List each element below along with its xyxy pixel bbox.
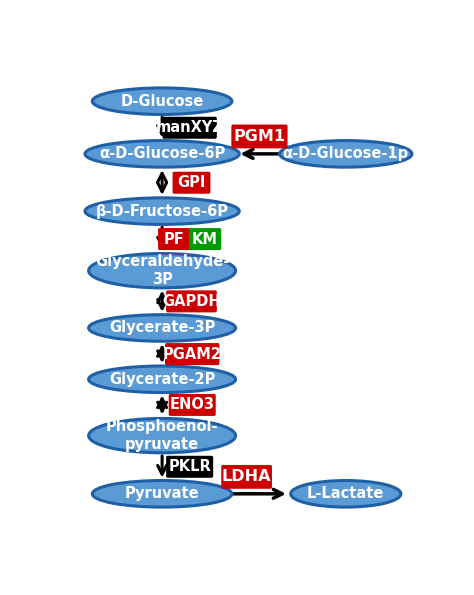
FancyBboxPatch shape [166,290,217,312]
Text: Glycerate-3P: Glycerate-3P [109,321,215,336]
Ellipse shape [92,481,232,507]
Text: α-D-Glucose-1p: α-D-Glucose-1p [283,146,409,161]
FancyBboxPatch shape [169,394,216,416]
Ellipse shape [89,253,236,288]
Text: LDHA: LDHA [222,469,271,484]
Ellipse shape [89,418,236,453]
Text: Glyceraldehyde-
3P: Glyceraldehyde- 3P [95,255,229,287]
Text: Phosphoenol-
pyruvate: Phosphoenol- pyruvate [106,419,219,452]
Text: β-D-Fructose-6P: β-D-Fructose-6P [96,203,228,218]
FancyBboxPatch shape [158,228,191,250]
FancyBboxPatch shape [163,117,217,139]
Ellipse shape [291,481,401,507]
Text: PF: PF [164,231,184,246]
Text: Glycerate-2P: Glycerate-2P [109,372,215,387]
FancyBboxPatch shape [173,172,210,194]
Text: manXYZ: manXYZ [156,120,224,135]
Text: GPI: GPI [177,176,206,190]
Ellipse shape [85,140,239,167]
Text: KM: KM [192,231,218,246]
FancyBboxPatch shape [189,228,221,250]
Text: PGAM2: PGAM2 [163,346,222,362]
Text: D-Glucose: D-Glucose [120,93,204,109]
Ellipse shape [92,88,232,114]
FancyBboxPatch shape [165,343,219,365]
Text: PGM1: PGM1 [234,129,285,144]
Ellipse shape [85,198,239,224]
FancyBboxPatch shape [221,465,272,488]
FancyBboxPatch shape [231,124,288,148]
Ellipse shape [89,315,236,342]
FancyBboxPatch shape [166,456,213,478]
Ellipse shape [89,366,236,393]
Text: L-Lactate: L-Lactate [307,486,384,502]
Ellipse shape [280,140,412,167]
Text: PKLR: PKLR [168,459,211,474]
Text: GAPDH: GAPDH [162,294,221,309]
Text: Pyruvate: Pyruvate [125,486,200,502]
Text: ENO3: ENO3 [170,397,215,412]
Text: α-D-Glucose-6P: α-D-Glucose-6P [99,146,225,161]
